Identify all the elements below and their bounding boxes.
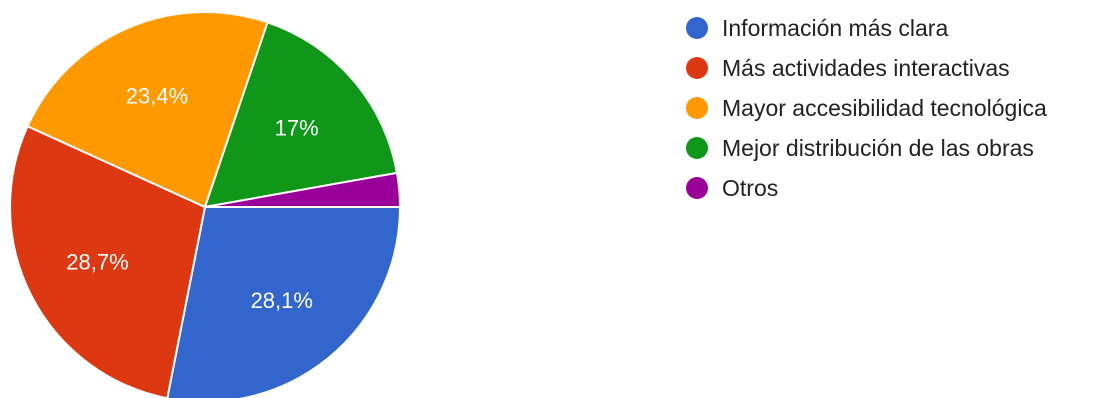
slice-data-label-3: 17%	[275, 116, 319, 141]
legend-item-0: Información más clara	[686, 8, 1047, 48]
legend-item-4: Otros	[686, 168, 1047, 208]
slice-data-label-0: 28,1%	[251, 288, 313, 313]
slice-data-label-2: 23,4%	[126, 84, 188, 109]
legend-swatch-icon	[686, 177, 708, 199]
pie-slice-1	[9, 124, 207, 398]
pie-svg: 28,1% 28,7% 23,4% 17%	[9, 11, 402, 398]
legend-label: Mejor distribución de las obras	[722, 134, 1034, 161]
slice-data-label-1: 28,7%	[66, 250, 128, 275]
legend-swatch-icon	[686, 137, 708, 159]
legend-item-2: Mayor accesibilidad tecnológica	[686, 88, 1047, 128]
legend-swatch-icon	[686, 97, 708, 119]
pie-slice-2	[26, 11, 269, 209]
legend-label: Más actividades interactivas	[722, 54, 1010, 81]
pie-slice-3	[203, 21, 399, 209]
legend-label: Información más clara	[722, 14, 949, 41]
legend-item-1: Más actividades interactivas	[686, 48, 1047, 88]
legend-swatch-icon	[686, 17, 708, 39]
legend: Información más clara Más actividades int…	[686, 8, 1047, 208]
legend-item-3: Mejor distribución de las obras	[686, 128, 1047, 168]
legend-label: Otros	[722, 174, 779, 201]
legend-swatch-icon	[686, 57, 708, 79]
pie-slice-0	[166, 206, 402, 398]
pie-slice-4	[204, 171, 402, 208]
legend-label: Mayor accesibilidad tecnológica	[722, 94, 1047, 121]
